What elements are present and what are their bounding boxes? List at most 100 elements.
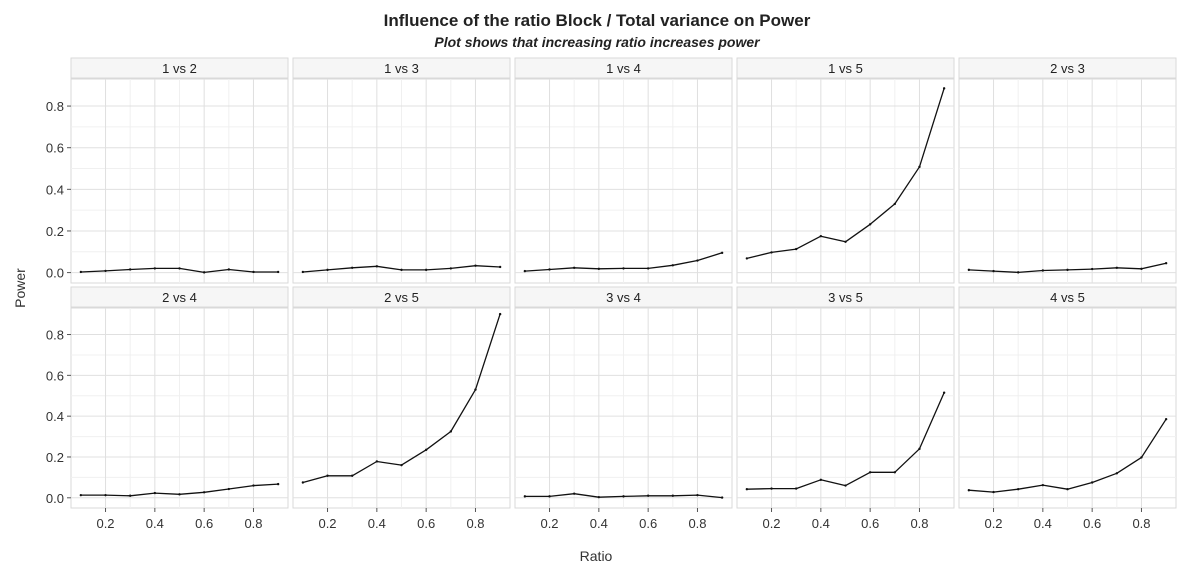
y-tick-label: 0.2 bbox=[46, 450, 64, 465]
y-tick-label: 0.8 bbox=[46, 99, 64, 114]
y-tick-label: 0.0 bbox=[46, 266, 64, 281]
data-point bbox=[622, 267, 625, 270]
data-point bbox=[474, 264, 477, 267]
x-tick-label: 0.2 bbox=[540, 516, 558, 531]
panel-strip-label: 2 vs 5 bbox=[384, 290, 419, 305]
x-tick-label: 0.8 bbox=[910, 516, 928, 531]
data-point bbox=[1140, 267, 1143, 271]
data-point bbox=[1066, 488, 1069, 491]
data-point bbox=[992, 490, 995, 494]
data-point bbox=[1115, 472, 1119, 475]
panel-strip bbox=[292, 286, 511, 308]
x-tick-label: 0.6 bbox=[417, 516, 435, 531]
data-point bbox=[893, 471, 897, 474]
data-point bbox=[227, 268, 231, 271]
data-point bbox=[424, 268, 428, 272]
data-point bbox=[202, 491, 206, 494]
data-point bbox=[622, 495, 625, 498]
panel: 2 vs 3 bbox=[958, 57, 1177, 284]
panel-strip bbox=[514, 286, 733, 308]
data-point bbox=[252, 484, 255, 487]
chart-subtitle: Plot shows that increasing ratio increas… bbox=[434, 34, 761, 50]
panels-group: 1 vs 2 0.0 0.2 0.4 0.6 0.8 1 vs 3 1 vs 4 1 vs 5 2… bbox=[46, 57, 1177, 531]
data-point bbox=[79, 270, 83, 274]
y-tick-label: 0.4 bbox=[46, 182, 64, 197]
data-point bbox=[474, 388, 477, 391]
x-tick-label: 0.4 bbox=[368, 516, 386, 531]
x-tick-label: 0.4 bbox=[1034, 516, 1052, 531]
data-point bbox=[572, 266, 576, 270]
data-point bbox=[868, 471, 872, 474]
data-point bbox=[967, 489, 971, 492]
panel-strip-label: 3 vs 4 bbox=[606, 290, 641, 305]
data-point bbox=[1041, 483, 1045, 487]
data-point bbox=[301, 481, 305, 484]
data-point bbox=[178, 267, 181, 270]
data-point bbox=[1090, 267, 1094, 271]
data-point bbox=[794, 247, 798, 251]
data-point bbox=[794, 487, 798, 490]
data-point bbox=[252, 270, 255, 274]
data-point bbox=[350, 266, 354, 270]
panel-strip bbox=[958, 57, 1177, 79]
data-point bbox=[720, 251, 724, 255]
data-point bbox=[1066, 268, 1069, 272]
data-point bbox=[1090, 481, 1094, 484]
data-point bbox=[301, 270, 305, 274]
panel-strip bbox=[736, 57, 955, 79]
panel-strip bbox=[514, 57, 733, 79]
panel-strip-label: 2 vs 3 bbox=[1050, 61, 1085, 76]
panel-strip bbox=[70, 57, 289, 79]
data-point bbox=[1016, 271, 1020, 274]
x-tick-label: 0.6 bbox=[1083, 516, 1101, 531]
panel-strip-label: 1 vs 4 bbox=[606, 61, 641, 76]
x-tick-label: 0.2 bbox=[984, 516, 1002, 531]
panel-strip bbox=[736, 286, 955, 308]
data-point bbox=[375, 460, 379, 463]
x-tick-label: 0.2 bbox=[318, 516, 336, 531]
data-point bbox=[819, 478, 823, 482]
data-point bbox=[548, 495, 551, 498]
data-point bbox=[745, 488, 749, 491]
data-point bbox=[523, 495, 527, 498]
data-point bbox=[720, 496, 724, 499]
y-tick-label: 0.6 bbox=[46, 368, 64, 383]
x-tick-label: 0.4 bbox=[146, 516, 164, 531]
data-point bbox=[844, 484, 847, 487]
data-point bbox=[400, 463, 403, 467]
data-point bbox=[942, 391, 946, 394]
data-point bbox=[178, 493, 181, 496]
data-point bbox=[128, 494, 132, 497]
panel: 2 vs 5 0.2 0.4 0.6 0.8 bbox=[292, 286, 511, 531]
x-tick-label: 0.8 bbox=[1132, 516, 1150, 531]
panel-strip-label: 1 vs 3 bbox=[384, 61, 419, 76]
data-point bbox=[276, 482, 280, 486]
panel: 1 vs 3 bbox=[292, 57, 511, 284]
data-point bbox=[770, 251, 773, 254]
data-point bbox=[548, 268, 551, 271]
data-point bbox=[942, 87, 946, 90]
data-point bbox=[153, 267, 157, 270]
y-axis-title: Power bbox=[12, 268, 28, 308]
panel: 3 vs 4 0.2 0.4 0.6 0.8 bbox=[514, 286, 733, 531]
data-point bbox=[646, 494, 650, 497]
x-tick-label: 0.8 bbox=[688, 516, 706, 531]
data-point bbox=[819, 234, 823, 238]
data-point bbox=[967, 268, 971, 272]
x-tick-label: 0.8 bbox=[466, 516, 484, 531]
panel-strip-label: 1 vs 2 bbox=[162, 61, 197, 76]
data-point bbox=[326, 474, 329, 477]
data-point bbox=[696, 259, 699, 262]
panel: 3 vs 5 0.2 0.4 0.6 0.8 bbox=[736, 286, 955, 531]
data-point bbox=[893, 202, 897, 206]
y-tick-label: 0.4 bbox=[46, 409, 64, 424]
data-point bbox=[449, 267, 453, 270]
x-tick-label: 0.4 bbox=[812, 516, 830, 531]
x-axis-title: Ratio bbox=[580, 548, 613, 564]
data-point bbox=[326, 268, 329, 272]
data-point bbox=[770, 487, 773, 490]
data-point bbox=[350, 474, 354, 477]
data-point bbox=[79, 493, 83, 497]
y-tick-label: 0.0 bbox=[46, 491, 64, 506]
panel: 4 vs 5 0.2 0.4 0.6 0.8 bbox=[958, 286, 1177, 531]
